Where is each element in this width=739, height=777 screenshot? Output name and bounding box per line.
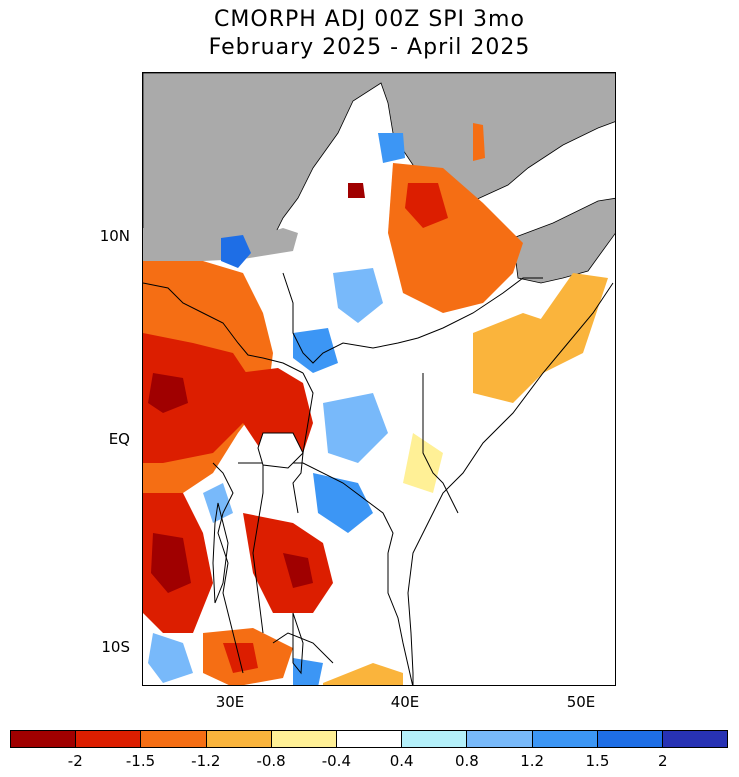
colorbar	[10, 730, 728, 748]
colorbar-tick-label: -1.2	[191, 752, 221, 770]
colorbar-swatch	[76, 731, 142, 747]
masked-region-somalia	[512, 197, 615, 284]
colorbar-tick-label: 0.8	[454, 752, 479, 770]
colorbar-swatch	[467, 731, 533, 747]
spi-map	[142, 72, 616, 686]
colorbar-swatch	[402, 731, 468, 747]
colorbar-swatch	[662, 731, 728, 747]
colorbar-tick-label: -1.5	[125, 752, 156, 770]
colorbar-swatch	[141, 731, 207, 747]
colorbar-tick-label: 1.5	[585, 752, 610, 770]
lon-label-50e: 50E	[566, 693, 596, 711]
lon-label-30e: 30E	[215, 693, 245, 711]
colorbar-swatch	[271, 731, 337, 747]
wet-anomaly-patches	[148, 133, 405, 685]
lake-tanganyika	[212, 502, 229, 604]
colorbar-swatch	[206, 731, 272, 747]
colorbar-tick-label: 0.4	[389, 752, 414, 770]
lat-label-10s: 10S	[101, 638, 130, 656]
colorbar-tick-label: -2	[67, 752, 83, 770]
colorbar-swatch	[336, 731, 403, 747]
lake-malawi	[292, 612, 304, 675]
map-title-line2: February 2025 - April 2025	[208, 35, 531, 60]
map-title-line1: CMORPH ADJ 00Z SPI 3mo	[214, 7, 525, 32]
colorbar-tick-label: 2	[657, 752, 668, 770]
spi-map-canvas	[143, 73, 615, 685]
dry-anomaly-patches	[143, 123, 608, 685]
colorbar-swatch	[597, 731, 663, 747]
masked-region-sudan-patch	[143, 228, 298, 263]
borders	[143, 272, 614, 685]
lake-victoria	[257, 432, 304, 469]
lon-label-40e: 40E	[390, 693, 420, 711]
colorbar-tick-label: -0.4	[321, 752, 351, 770]
colorbar-swatch	[532, 731, 598, 747]
colorbar-swatch	[11, 731, 77, 747]
lat-label-eq: EQ	[108, 430, 130, 448]
colorbar-tick-label: -0.8	[256, 752, 286, 770]
colorbar-tick-label: 1.2	[520, 752, 545, 770]
lat-label-10n: 10N	[99, 227, 130, 245]
